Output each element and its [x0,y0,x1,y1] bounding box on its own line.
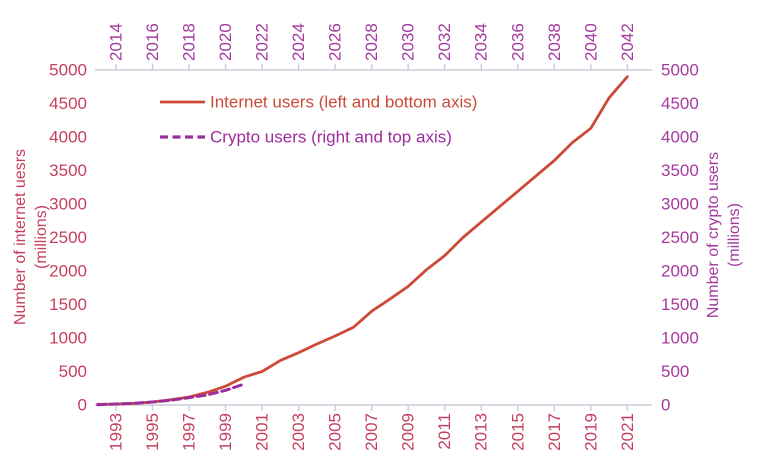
left-axis-tick-label: 2000 [49,262,87,281]
bottom-axis-tick-label: 2009 [399,413,418,451]
bottom-axis-tick-label: 2001 [253,413,272,451]
bottom-axis-tick-label: 1997 [180,413,199,451]
top-axis-tick-label: 2024 [289,23,308,61]
bottom-axis-tick-label: 2013 [472,413,491,451]
left-axis-tick-label: 4500 [49,94,87,113]
top-axis-tick-label: 2026 [326,23,345,61]
right-axis-tick-label: 2500 [661,228,699,247]
right-axis-tick-label: 3500 [661,161,699,180]
top-axis-tick-label: 2042 [618,23,637,61]
top-axis-tick-label: 2036 [508,23,527,61]
left-axis-tick-label: 1500 [49,295,87,314]
left-axis-tick-label: 3000 [49,195,87,214]
bottom-axis-tick-label: 1995 [143,413,162,451]
right-axis-title: Number of crypto users (millions) [705,152,743,318]
right-axis-tick-label: 2000 [661,262,699,281]
left-axis-tick-label: 500 [59,362,87,381]
top-axis-tick-label: 2038 [545,23,564,61]
bottom-axis-tick-label: 2017 [545,413,564,451]
bottom-axis-tick-label: 2007 [362,413,381,451]
top-axis-tick-label: 2020 [216,23,235,61]
bottom-axis-tick-label: 2019 [581,413,600,451]
right-axis-tick-label: 4000 [661,128,699,147]
top-axis-tick-label: 2040 [581,23,600,61]
left-axis-tick-label: 3500 [49,161,87,180]
legend-label: Crypto users (right and top axis) [210,128,452,147]
right-axis-tick-label: 0 [661,396,670,415]
right-axis-tick-label: 4500 [661,94,699,113]
left-axis-tick-label: 1000 [49,329,87,348]
bottom-axis-tick-label: 2015 [508,413,527,451]
right-axis-tick-label: 1500 [661,295,699,314]
bottom-axis-tick-label: 2011 [435,413,454,450]
bottom-axis-tick-label: 2005 [326,413,345,451]
top-axis-tick-label: 2018 [180,23,199,61]
top-axis-tick-label: 2014 [107,23,126,61]
right-axis-tick-label: 5000 [661,61,699,80]
left-axis-tick-label: 0 [78,396,87,415]
top-axis-tick-label: 2016 [143,23,162,61]
bottom-axis-tick-label: 2003 [289,413,308,451]
left-axis-tick-label: 4000 [49,128,87,147]
right-axis-tick-label: 500 [661,362,689,381]
top-axis-tick-label: 2028 [362,23,381,61]
legend-label: Internet users (left and bottom axis) [210,93,477,112]
top-axis-tick-label: 2022 [253,23,272,61]
top-axis-tick-label: 2030 [399,23,418,61]
right-axis-tick-label: 1000 [661,329,699,348]
top-axis-tick-label: 2032 [435,23,454,61]
left-axis-title: Number of internet uesrs (millions) [12,149,50,325]
left-axis-tick-label: 2500 [49,228,87,247]
crypto-users-line [96,382,246,407]
right-axis-tick-label: 3000 [661,195,699,214]
bottom-axis-tick-label: 2021 [618,413,637,451]
bottom-axis-tick-label: 1999 [216,413,235,451]
bottom-axis-tick-label: 1993 [107,413,126,451]
left-axis-tick-label: 5000 [49,61,87,80]
top-axis-tick-label: 2034 [472,23,491,61]
